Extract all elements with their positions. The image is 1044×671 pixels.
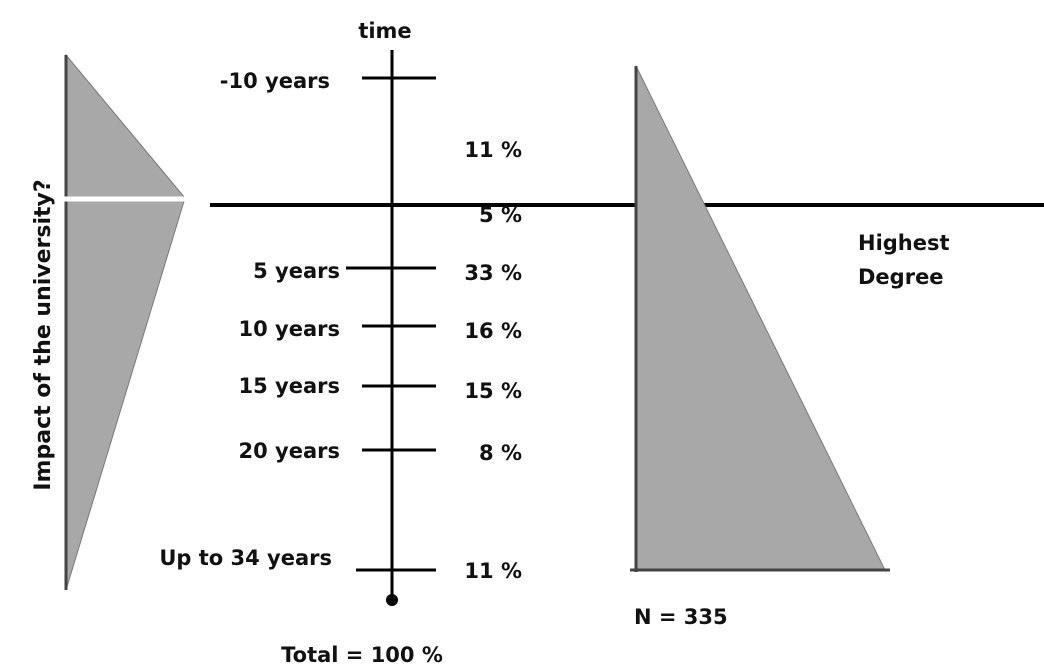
sample-size-label: N = 335 [634,605,728,629]
time-axis-origin-dot [386,594,398,606]
total-label: Total = 100 % [281,643,443,667]
percent-label: 16 % [464,319,522,343]
percent-label: 33 % [464,261,522,285]
right-degree-triangle [635,65,886,571]
percent-label: 5 % [479,203,522,227]
period-label: 5 years [253,259,340,283]
period-label: -10 years [220,69,330,93]
highest-degree-label-line1: Highest [858,231,950,255]
time-axis-title: time [358,19,411,43]
period-label: 15 years [239,374,341,398]
percent-label: 8 % [479,441,522,465]
impact-question-label: Impact of the university? [31,179,56,490]
highest-degree-label-line2: Degree [858,265,944,289]
period-label: Up to 34 years [159,546,332,570]
percent-label: 11 % [464,559,522,583]
percent-label: 11 % [464,138,522,162]
period-label: 10 years [239,317,341,341]
period-label: 20 years [239,439,341,463]
left-impact-triangle [65,53,186,591]
percent-label: 15 % [464,379,522,403]
